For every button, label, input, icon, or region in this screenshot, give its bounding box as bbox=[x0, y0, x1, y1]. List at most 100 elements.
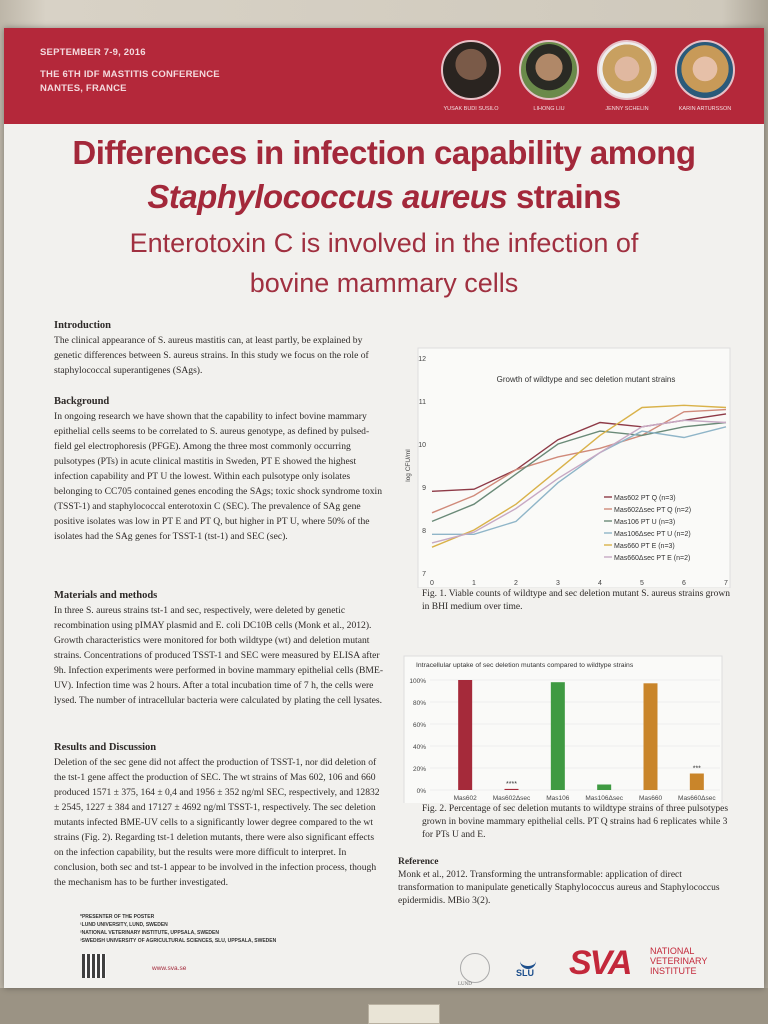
x-tick-label: Mas106 bbox=[546, 795, 570, 802]
results-heading: Results and Discussion bbox=[54, 742, 157, 753]
poster-subtitle-line1: Enterotoxin C is involved in the infecti… bbox=[129, 228, 639, 258]
series-line bbox=[431, 419, 727, 544]
background-text: In ongoing research we have shown that t… bbox=[54, 411, 383, 542]
legend-label: Mas106 PT U (n=3) bbox=[614, 519, 675, 526]
title-suffix: strains bbox=[507, 178, 621, 215]
author-name: YUSAK BUDI SUSILO bbox=[443, 106, 499, 112]
figure1-caption: Fig. 1. Viable counts of wildtype and se… bbox=[422, 589, 730, 612]
bar bbox=[550, 682, 565, 790]
growth-line-chart: Growth of wildtype and sec deletion muta… bbox=[405, 347, 731, 588]
reference-heading: Reference bbox=[398, 857, 439, 867]
poster-subtitle-line2: bovine mammary cells bbox=[249, 268, 519, 298]
lund-logo-text: LUND bbox=[458, 982, 472, 987]
conference-date: SEPTEMBER 7-9, 2016 bbox=[40, 47, 146, 58]
x-tick-label: Mas602Δsec bbox=[493, 795, 531, 802]
sva-logo: SVA bbox=[569, 944, 632, 982]
author-photo bbox=[519, 40, 579, 100]
species-name: Staphylococcus aureus bbox=[147, 178, 508, 215]
legend-label: Mas106Δsec PT U (n=2) bbox=[614, 531, 691, 538]
x-tick-label: Mas602 bbox=[454, 795, 478, 802]
chart-title: Growth of wildtype and sec deletion muta… bbox=[497, 375, 676, 384]
x-tick-label: 4 bbox=[598, 580, 602, 587]
y-tick-label: 12 bbox=[418, 356, 426, 363]
author-name: KARIN ARTURSSON bbox=[678, 106, 732, 112]
affiliation-note: *PRESENTER OF THE POSTER bbox=[80, 914, 155, 920]
sva-name-line: VETERINARY bbox=[650, 956, 708, 966]
y-tick-label: 100% bbox=[409, 678, 426, 685]
poster-header: SEPTEMBER 7-9, 2016 THE 6TH IDF MASTITIS… bbox=[4, 28, 764, 124]
slu-logo-icon bbox=[520, 952, 536, 969]
reference-text: Monk et al., 2012. Transforming the untr… bbox=[398, 870, 720, 906]
x-tick-label: Mas660Δsec bbox=[678, 795, 716, 802]
author-photo bbox=[597, 40, 657, 100]
author-4: KARIN ARTURSSON bbox=[670, 40, 740, 112]
author-photos: YUSAK BUDI SUSILO LIHONG LIU JENNY SCHEL… bbox=[434, 40, 764, 124]
author-photo bbox=[441, 40, 501, 100]
x-tick-label: 2 bbox=[514, 580, 518, 587]
x-tick-label: 6 bbox=[682, 580, 686, 587]
author-3: JENNY SCHELIN bbox=[592, 40, 662, 112]
y-tick-label: 8 bbox=[422, 528, 426, 535]
bar bbox=[643, 683, 658, 790]
author-name: LIHONG LIU bbox=[533, 106, 565, 112]
conference-name: THE 6TH IDF MASTITIS CONFERENCE bbox=[40, 69, 220, 80]
series-line bbox=[432, 426, 727, 536]
affiliation-note: ³SWEDISH UNIVERSITY OF AGRICULTURAL SCIE… bbox=[80, 938, 277, 944]
bar bbox=[597, 784, 612, 790]
slu-logo-text: SLU bbox=[516, 968, 534, 978]
chart-title: Intracellular uptake of sec deletion mut… bbox=[416, 662, 634, 669]
x-tick-label: 5 bbox=[640, 580, 644, 587]
series-line bbox=[431, 421, 727, 523]
poster-title-line1: Differences in infection capability amon… bbox=[72, 134, 696, 171]
significance-label: *** bbox=[693, 766, 701, 773]
website-url: www.sva.se bbox=[152, 965, 187, 972]
x-tick-label: Mas660 bbox=[639, 795, 663, 802]
y-tick-label: 40% bbox=[413, 744, 426, 751]
y-tick-label: 20% bbox=[413, 766, 426, 773]
methods-section: Materials and methods In three S. aureus… bbox=[54, 588, 384, 708]
uptake-bar-chart: Intracellular uptake of sec deletion mut… bbox=[403, 655, 723, 803]
y-tick-label: 7 bbox=[422, 571, 426, 578]
x-tick-label: 3 bbox=[556, 580, 560, 587]
conference-location: NANTES, FRANCE bbox=[40, 83, 127, 94]
conference-info: SEPTEMBER 7-9, 2016 THE 6TH IDF MASTITIS… bbox=[40, 46, 220, 96]
legend-label: Mas602 PT Q (n=3) bbox=[614, 495, 676, 502]
y-tick-label: 10 bbox=[418, 442, 426, 449]
bar bbox=[504, 788, 519, 790]
results-text: Deletion of the sec gene did not affect … bbox=[54, 757, 380, 888]
legend-label: Mas602Δsec PT Q (n=2) bbox=[614, 507, 691, 514]
sva-institute-name: NATIONAL VETERINARY INSTITUTE bbox=[650, 946, 707, 976]
x-tick-label: 7 bbox=[724, 580, 728, 587]
affiliation-note: ¹LUND UNIVERSITY, LUND, SWEDEN bbox=[80, 922, 168, 928]
y-tick-label: 60% bbox=[413, 722, 426, 729]
qr-code bbox=[82, 954, 106, 978]
poster-title-line2: Staphylococcus aureus strains bbox=[4, 178, 764, 216]
legend-label: Mas660Δsec PT E (n=2) bbox=[614, 555, 690, 562]
poster: SEPTEMBER 7-9, 2016 THE 6TH IDF MASTITIS… bbox=[4, 28, 764, 988]
x-tick-label: 1 bbox=[472, 580, 476, 587]
introduction-text: The clinical appearance of S. aureus mas… bbox=[54, 335, 369, 376]
author-2: LIHONG LIU bbox=[514, 40, 584, 112]
background-section: Background In ongoing research we have s… bbox=[54, 394, 384, 544]
sva-name-line: NATIONAL bbox=[650, 946, 695, 956]
y-tick-label: 0% bbox=[417, 788, 427, 795]
figure2-caption: Fig. 2. Percentage of sec deletion mutan… bbox=[422, 804, 729, 840]
author-1: YUSAK BUDI SUSILO bbox=[436, 40, 506, 112]
background-heading: Background bbox=[54, 396, 110, 407]
series-line bbox=[431, 404, 727, 548]
methods-text: In three S. aureus strains tst-1 and sec… bbox=[54, 605, 384, 706]
author-photo bbox=[675, 40, 735, 100]
methods-heading: Materials and methods bbox=[54, 590, 158, 601]
legend-label: Mas660 PT E (n=3) bbox=[614, 543, 675, 550]
y-axis-label: log CFU/ml bbox=[405, 449, 412, 482]
reference-section: Reference Monk et al., 2012. Transformin… bbox=[398, 856, 728, 908]
x-tick-label: 0 bbox=[430, 580, 434, 587]
introduction-heading: Introduction bbox=[54, 320, 111, 331]
affiliation-note: ²NATIONAL VETERINARY INSTITUTE, UPPSALA,… bbox=[80, 930, 219, 936]
y-tick-label: 80% bbox=[413, 700, 426, 707]
sva-name-line: INSTITUTE bbox=[650, 966, 697, 976]
wall-paper-note bbox=[368, 1004, 440, 1024]
bar bbox=[458, 680, 473, 790]
results-section: Results and Discussion Deletion of the s… bbox=[54, 740, 384, 890]
lund-logo-icon bbox=[460, 953, 490, 983]
